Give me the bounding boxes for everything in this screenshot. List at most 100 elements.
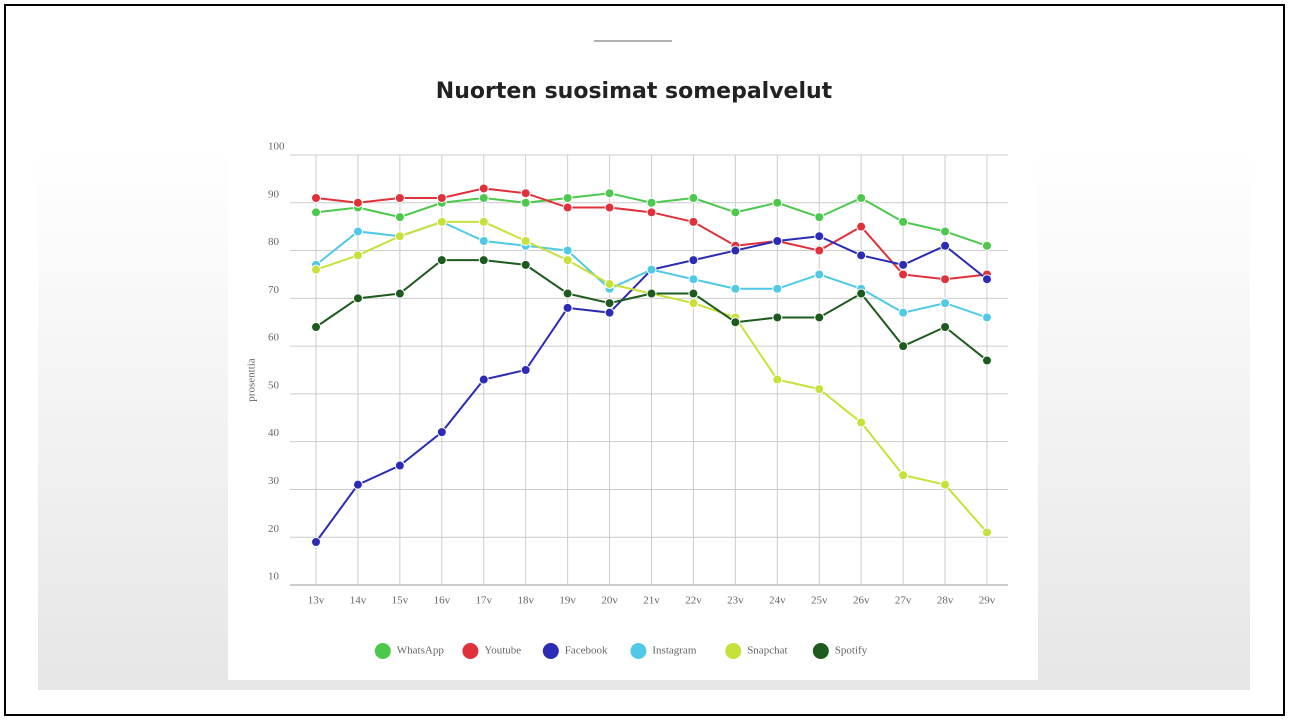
- data-point: [940, 274, 951, 285]
- data-point: [982, 527, 992, 538]
- data-point: [898, 259, 909, 270]
- y-tick-label: 40: [268, 427, 280, 439]
- data-point: [898, 470, 909, 481]
- data-point: [688, 274, 699, 285]
- data-point: [982, 274, 992, 285]
- data-point: [478, 193, 489, 203]
- data-point: [856, 193, 867, 203]
- data-point: [520, 197, 531, 208]
- data-point: [730, 283, 741, 294]
- data-point: [520, 236, 531, 246]
- data-point: [982, 355, 992, 366]
- legend-label: WhatsApp: [397, 645, 445, 657]
- y-tick-label: 50: [268, 379, 280, 391]
- chart-title: Nuorten suosimat somepalvelut: [436, 79, 833, 104]
- x-tick-label: 22v: [685, 595, 702, 607]
- data-point: [311, 207, 321, 218]
- data-point: [688, 216, 699, 227]
- data-point: [646, 264, 657, 275]
- data-point: [394, 288, 405, 299]
- data-point: [311, 264, 321, 275]
- legend-swatch: [630, 643, 647, 659]
- data-point: [898, 269, 909, 280]
- data-point: [352, 250, 363, 261]
- x-tick-label: 29v: [979, 595, 996, 607]
- data-point: [856, 221, 867, 232]
- data-point: [982, 312, 992, 323]
- legend-swatch: [725, 643, 742, 659]
- data-point: [772, 283, 783, 294]
- data-point: [352, 226, 363, 237]
- data-point: [982, 240, 992, 251]
- data-point: [814, 269, 825, 280]
- data-point: [730, 207, 741, 218]
- data-point: [604, 298, 615, 309]
- data-point: [394, 212, 405, 223]
- x-tick-label: 17v: [476, 595, 493, 607]
- data-point: [856, 288, 867, 299]
- data-point: [940, 322, 951, 332]
- x-tick-label: 27v: [895, 595, 912, 607]
- data-point: [478, 236, 489, 246]
- data-point: [898, 341, 909, 352]
- data-point: [311, 537, 321, 547]
- x-tick-label: 20v: [601, 595, 618, 607]
- data-point: [940, 240, 951, 251]
- y-tick-label: 100: [268, 141, 285, 153]
- data-point: [940, 298, 951, 309]
- y-tick-label: 70: [268, 284, 280, 296]
- data-point: [478, 216, 489, 227]
- data-point: [856, 417, 867, 428]
- legend-label: Facebook: [565, 645, 608, 657]
- data-point: [394, 460, 405, 471]
- data-point: [562, 302, 573, 313]
- data-point: [688, 288, 699, 299]
- legend-swatch: [542, 643, 559, 659]
- y-axis-label: prosenttia: [246, 358, 258, 401]
- data-point: [940, 479, 951, 490]
- y-tick-label: 60: [268, 332, 280, 344]
- legend-label: Instagram: [652, 645, 696, 657]
- data-point: [814, 212, 825, 223]
- x-tick-label: 15v: [392, 595, 409, 607]
- x-tick-label: 19v: [559, 595, 576, 607]
- data-point: [478, 183, 489, 194]
- x-tick-label: 16v: [434, 595, 451, 607]
- data-point: [562, 288, 573, 299]
- legend-swatch: [374, 643, 391, 659]
- legend-label: Spotify: [835, 645, 868, 657]
- data-point: [604, 279, 615, 289]
- data-point: [730, 317, 741, 328]
- data-point: [604, 307, 615, 318]
- data-point: [688, 255, 699, 266]
- data-point: [604, 202, 615, 213]
- data-point: [352, 197, 363, 208]
- x-tick-label: 18v: [517, 595, 534, 607]
- x-tick-label: 13v: [308, 595, 325, 607]
- legend-label: Youtube: [484, 645, 521, 657]
- data-point: [562, 202, 573, 213]
- data-point: [562, 255, 573, 266]
- data-point: [562, 193, 573, 203]
- data-point: [772, 197, 783, 208]
- data-point: [520, 188, 531, 199]
- x-tick-label: 14v: [350, 595, 367, 607]
- data-point: [436, 255, 447, 266]
- data-point: [772, 374, 783, 385]
- data-point: [940, 226, 951, 237]
- data-point: [772, 236, 783, 246]
- legend-label: Snapchat: [747, 645, 787, 657]
- data-point: [772, 312, 783, 323]
- data-point: [520, 259, 531, 270]
- data-point: [814, 384, 825, 395]
- data-point: [814, 312, 825, 323]
- data-point: [646, 288, 657, 299]
- data-point: [311, 193, 321, 203]
- data-point: [856, 250, 867, 261]
- data-point: [311, 322, 321, 332]
- data-point: [436, 216, 447, 227]
- data-point: [730, 245, 741, 256]
- data-point: [352, 293, 363, 304]
- data-point: [478, 374, 489, 385]
